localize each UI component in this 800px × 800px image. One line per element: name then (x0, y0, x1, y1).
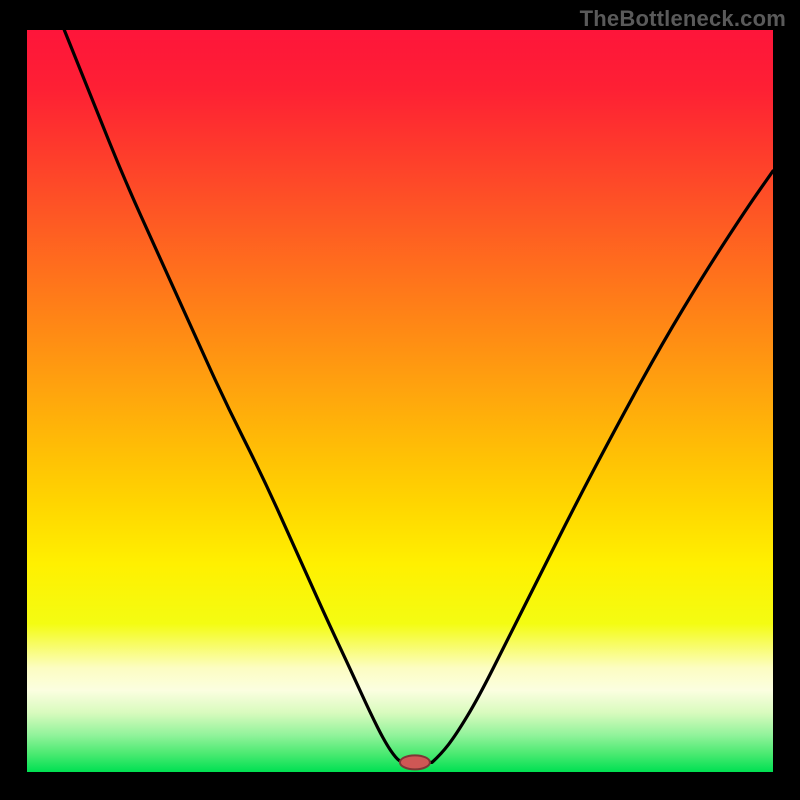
watermark-text: TheBottleneck.com (580, 6, 786, 32)
bottleneck-curve-chart (0, 0, 800, 800)
plot-gradient-background (27, 30, 773, 772)
chart-stage: TheBottleneck.com (0, 0, 800, 800)
optimal-marker (400, 755, 430, 769)
